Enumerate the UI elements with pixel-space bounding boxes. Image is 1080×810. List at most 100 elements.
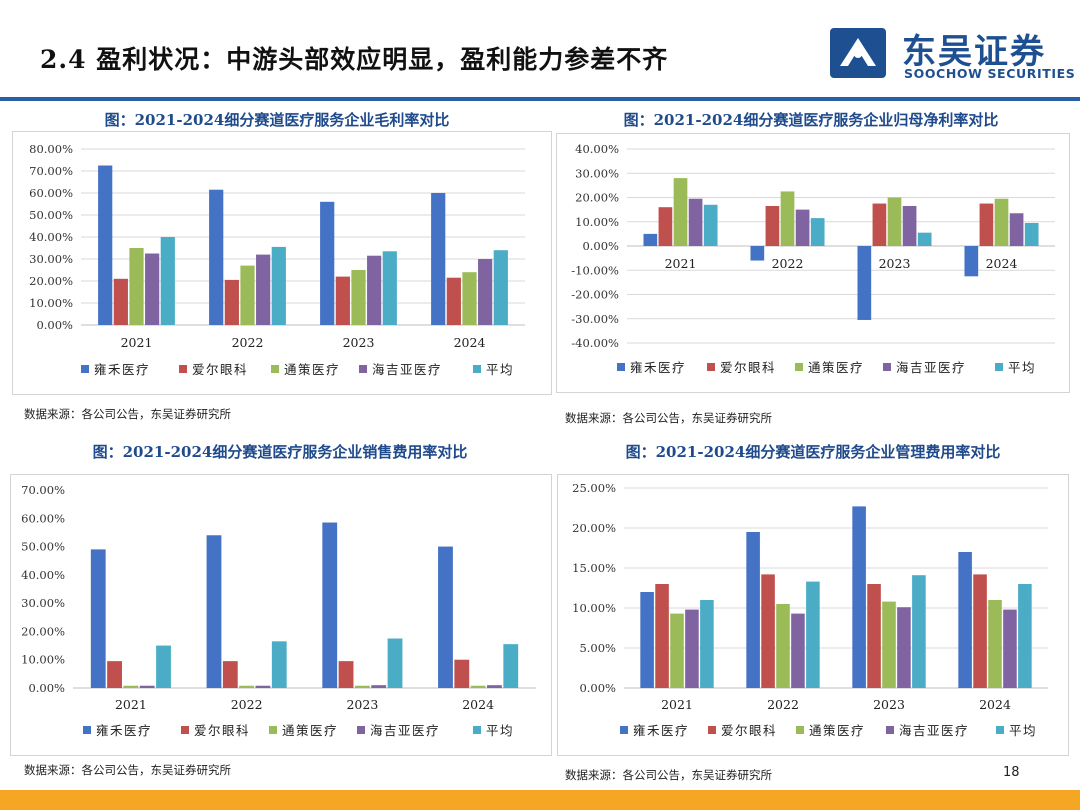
bar bbox=[806, 581, 820, 688]
bar bbox=[487, 685, 502, 688]
legend-label: 通策医疗 bbox=[284, 362, 340, 377]
bar bbox=[255, 685, 271, 688]
bar bbox=[765, 205, 780, 246]
y-tick-label: 20.00% bbox=[29, 274, 73, 288]
x-tick-label: 2023 bbox=[873, 697, 905, 712]
legend-swatch bbox=[996, 726, 1004, 734]
y-tick-label: 0.00% bbox=[582, 239, 619, 253]
bar bbox=[852, 506, 866, 688]
bar bbox=[673, 178, 688, 246]
bar bbox=[478, 259, 493, 325]
legend-label: 爱尔眼科 bbox=[192, 362, 248, 377]
bar bbox=[382, 251, 397, 325]
chart-2-source: 数据来源：各公司公告，东吴证券研究所 bbox=[565, 411, 772, 425]
bar bbox=[139, 685, 155, 688]
header-divider bbox=[0, 97, 1080, 101]
chart-2-title: 图：2021-2024细分赛道医疗服务企业归母净利率对比 bbox=[623, 111, 999, 129]
chart-3-svg: 0.00% 10.00% 20.00% 30.00% 40.00% 50.00% 60.00… bbox=[21, 483, 536, 738]
chart-4-title: 图：2021-2024细分赛道医疗服务企业管理费用率对比 bbox=[625, 443, 1001, 461]
bar bbox=[367, 255, 382, 325]
y-tick-label: 10.00% bbox=[21, 653, 65, 667]
bar bbox=[867, 584, 881, 688]
bar bbox=[438, 546, 453, 688]
bar bbox=[320, 201, 335, 325]
bar bbox=[746, 532, 760, 688]
legend-label: 雍禾医疗 bbox=[96, 723, 152, 738]
bar bbox=[988, 600, 1002, 688]
x-tick-label: 2023 bbox=[343, 335, 375, 350]
y-tick-label: 0.00% bbox=[579, 681, 616, 695]
bar bbox=[156, 645, 171, 688]
legend-swatch bbox=[795, 363, 803, 371]
bar bbox=[240, 265, 255, 325]
bar bbox=[1003, 609, 1017, 688]
y-tick-label: 50.00% bbox=[21, 540, 65, 554]
legend-swatch bbox=[357, 726, 365, 734]
soochow-logo: 东吴证券 SOOCHOW SECURITIES bbox=[830, 26, 1075, 84]
y-tick-label: 25.00% bbox=[572, 481, 616, 495]
legend-label: 平均 bbox=[1008, 360, 1036, 375]
chart-4-svg: 0.00% 5.00% 10.00% 15.00% 20.00% 25.00% 2021 20… bbox=[572, 481, 1048, 738]
chart-1-title: 图：2021-2024细分赛道医疗服务企业毛利率对比 bbox=[104, 111, 450, 129]
logo-chinese-name: 东吴证券 bbox=[902, 32, 1046, 72]
legend-swatch bbox=[620, 726, 628, 734]
y-tick-label: 20.00% bbox=[21, 624, 65, 638]
bar bbox=[857, 246, 872, 320]
x-tick-label: 2022 bbox=[767, 697, 799, 712]
bar bbox=[810, 218, 825, 246]
y-tick-label: 10.00% bbox=[29, 296, 73, 310]
x-tick-label: 2022 bbox=[772, 256, 804, 271]
x-tick-label: 2022 bbox=[232, 335, 264, 350]
bar bbox=[912, 575, 926, 688]
legend-label: 雍禾医疗 bbox=[630, 360, 686, 375]
soochow-logo-icon bbox=[830, 28, 886, 78]
legend-label: 雍禾医疗 bbox=[633, 723, 689, 738]
bar bbox=[897, 607, 911, 688]
bar bbox=[703, 204, 718, 246]
legend-label: 爱尔眼科 bbox=[720, 360, 776, 375]
bar bbox=[964, 246, 979, 277]
legend-swatch bbox=[269, 726, 277, 734]
bar bbox=[446, 277, 461, 325]
legend-swatch bbox=[796, 726, 804, 734]
bar bbox=[761, 574, 775, 688]
bar bbox=[145, 253, 160, 325]
bar bbox=[493, 250, 508, 325]
y-tick-label: 0.00% bbox=[36, 318, 73, 332]
bar bbox=[256, 254, 271, 325]
bar bbox=[902, 205, 917, 246]
legend-swatch bbox=[473, 365, 481, 373]
x-tick-label: 2021 bbox=[661, 697, 693, 712]
legend-label: 通策医疗 bbox=[809, 723, 865, 738]
bar bbox=[222, 661, 238, 688]
bar bbox=[958, 552, 972, 688]
chart-3-source: 数据来源：各公司公告，东吴证券研究所 bbox=[24, 763, 231, 777]
legend-swatch bbox=[359, 365, 367, 373]
bar bbox=[351, 270, 366, 325]
y-tick-label: 80.00% bbox=[29, 142, 73, 156]
bar bbox=[431, 193, 446, 325]
bar bbox=[239, 685, 255, 688]
bar bbox=[123, 685, 139, 688]
legend-swatch bbox=[83, 726, 91, 734]
net-margin-chart: -40.00% -30.00% -20.00% -10.00% 0.00% 10.00% 2… bbox=[556, 133, 1070, 393]
legend-label: 爱尔眼科 bbox=[194, 723, 250, 738]
y-tick-label: 70.00% bbox=[21, 483, 65, 497]
gross-margin-chart: 0.00% 10.00% 20.00% 30.00% 40.00% 50.00% 60.00… bbox=[12, 131, 552, 395]
bar bbox=[129, 248, 144, 325]
logo-english-name: SOOCHOW SECURITIES bbox=[904, 66, 1076, 81]
legend-label: 海吉亚医疗 bbox=[896, 360, 966, 375]
bar bbox=[113, 278, 128, 325]
bar bbox=[462, 272, 477, 325]
legend-label: 平均 bbox=[486, 723, 514, 738]
chart-1-source: 数据来源：各公司公告，东吴证券研究所 bbox=[24, 407, 231, 421]
y-tick-label: -10.00% bbox=[571, 263, 619, 277]
y-tick-label: 10.00% bbox=[575, 215, 619, 229]
legend-swatch bbox=[995, 363, 1003, 371]
bar bbox=[973, 574, 987, 688]
y-tick-label: -40.00% bbox=[571, 336, 619, 350]
x-tick-label: 2021 bbox=[665, 256, 697, 271]
x-tick-label: 2023 bbox=[879, 256, 911, 271]
legend-label: 平均 bbox=[1009, 723, 1037, 738]
chart-3-title: 图：2021-2024细分赛道医疗服务企业销售费用率对比 bbox=[92, 443, 468, 461]
